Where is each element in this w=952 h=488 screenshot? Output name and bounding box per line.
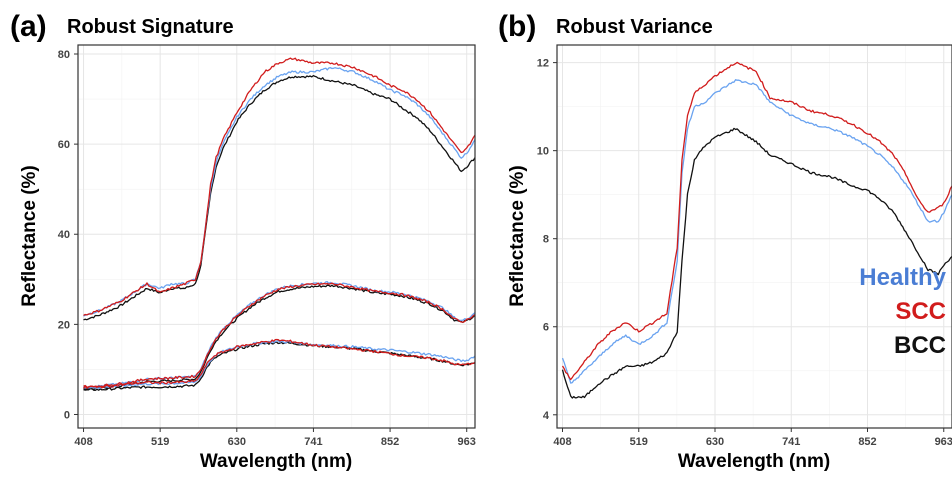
y-tick-label: 10 [537, 146, 549, 158]
y-tick-label: 60 [58, 139, 70, 151]
panel-b-x-axis-title: Wavelength (nm) [678, 451, 830, 472]
y-tick-label: 80 [58, 49, 70, 61]
series-line-bcc-middle [84, 285, 476, 390]
panel-a-title: Robust Signature [67, 16, 234, 38]
x-tick-label: 741 [782, 436, 800, 448]
x-tick-label: 408 [553, 436, 571, 448]
x-tick-label: 741 [304, 436, 322, 448]
x-tick-label: 519 [630, 436, 648, 448]
x-tick-label: 630 [706, 436, 724, 448]
y-tick-label: 0 [64, 409, 70, 421]
panel-a-y-axis-title: Reflectance (%) [19, 165, 40, 307]
y-tick-label: 12 [537, 58, 549, 70]
x-tick-label: 963 [458, 436, 476, 448]
panel-a-letter: (a) [10, 10, 47, 43]
x-tick-label: 852 [858, 436, 876, 448]
panel-b-y-axis-title: Reflectance (%) [507, 165, 528, 307]
legend-label-healthy: Healthy [859, 264, 946, 291]
series-line-scc-upper [84, 58, 476, 315]
panel-a-x-axis-title: Wavelength (nm) [200, 451, 352, 472]
panel-b-y-ticks: 4 6 8 10 12 [537, 58, 557, 422]
y-tick-label: 8 [543, 234, 549, 246]
legend-label-bcc: BCC [894, 332, 946, 359]
y-tick-label: 40 [58, 229, 70, 241]
x-tick-label: 963 [935, 436, 952, 448]
y-tick-label: 20 [58, 319, 70, 331]
series-line-bcc-upper [84, 76, 476, 320]
y-tick-label: 6 [543, 322, 549, 334]
panel-a-series [84, 58, 476, 390]
x-tick-label: 408 [74, 436, 92, 448]
y-tick-label: 4 [543, 410, 550, 422]
x-tick-label: 519 [151, 436, 169, 448]
x-tick-label: 630 [228, 436, 246, 448]
x-tick-label: 852 [381, 436, 399, 448]
panel-b-x-ticks: 408 519 630 741 852 963 [553, 428, 952, 448]
panel-a-x-ticks: 408 519 630 741 852 963 [74, 428, 476, 448]
panel-b-grid [557, 45, 952, 428]
series-line-healthy-upper [84, 68, 476, 316]
panel-b-letter: (b) [498, 10, 536, 43]
panel-b-title: Robust Variance [556, 16, 713, 38]
legend: Healthy SCC BCC [859, 264, 946, 359]
panel-b: (b) Robust Variance 408 519 630 741 852 963 4… [498, 10, 952, 472]
legend-label-scc: SCC [895, 298, 946, 325]
panel-a-y-ticks: 0 20 40 60 80 [58, 49, 78, 421]
